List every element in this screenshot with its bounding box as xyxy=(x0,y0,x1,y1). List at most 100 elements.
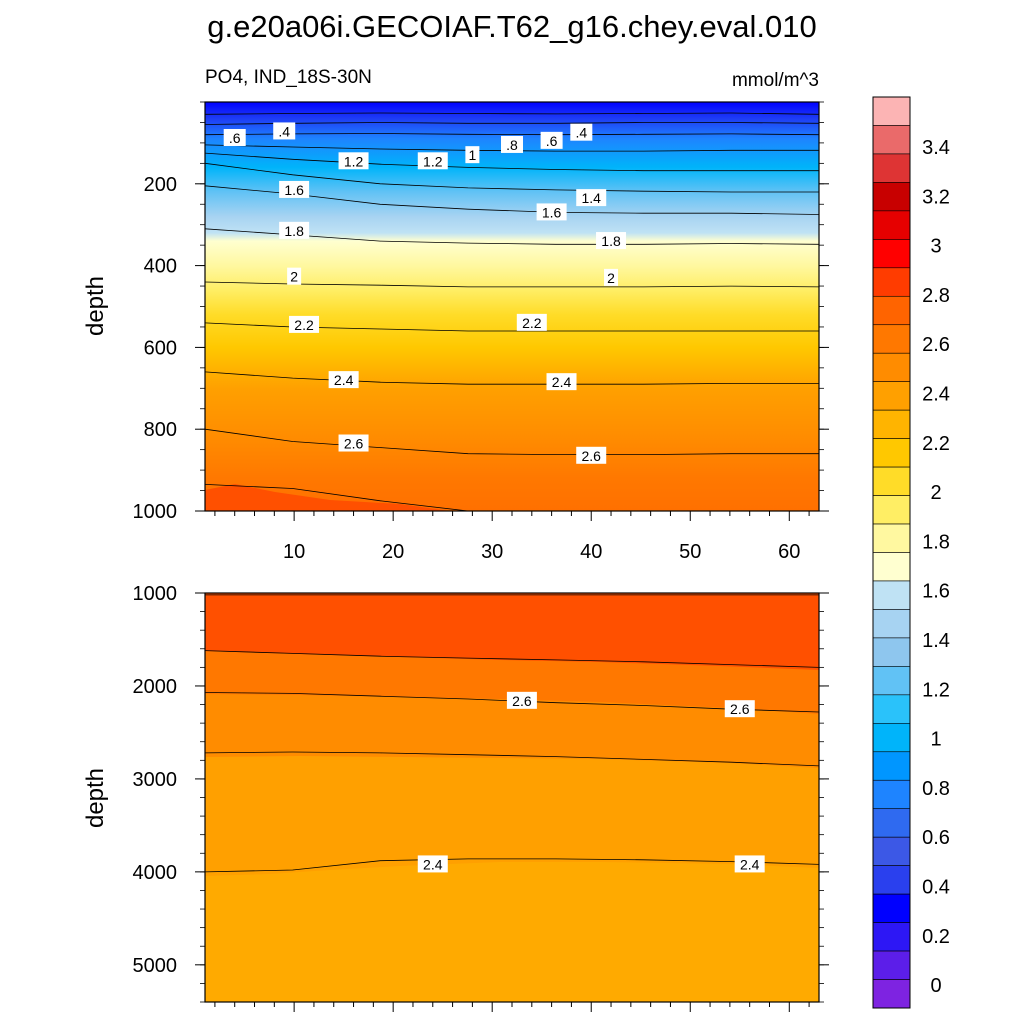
colorbar-box xyxy=(872,381,911,411)
contour-label-box xyxy=(289,315,320,333)
y-tick-label: 400 xyxy=(144,256,177,278)
colorbar-tick-label: 2.4 xyxy=(922,384,950,406)
variable-label: PO4, IND_18S-30N xyxy=(205,67,372,88)
contour-label: 2.4 xyxy=(740,856,760,872)
colorbar-tick-label: 3.2 xyxy=(922,186,950,208)
colorbar-box xyxy=(872,950,911,980)
contour-label: 2.6 xyxy=(730,701,750,717)
bottom-band-2-8 xyxy=(205,593,819,670)
x-tick-label: 60 xyxy=(778,541,800,563)
contour-line-2 xyxy=(205,281,819,288)
contour-line-2.6 xyxy=(205,428,819,456)
colorbar-tick-label: 0.8 xyxy=(922,778,950,800)
y-tick-label: 200 xyxy=(144,174,177,196)
contour-line-2.6 xyxy=(205,650,819,668)
colorbar-box xyxy=(872,609,911,639)
contour-label: .6 xyxy=(229,130,241,146)
contour-label: 1.8 xyxy=(601,233,621,249)
top-y-axis: 200 400 600 800 1000 xyxy=(133,101,829,523)
colorbar-box xyxy=(872,666,911,696)
units-label: mmol/m^3 xyxy=(732,70,819,91)
colorbar-tick-label: 2.2 xyxy=(922,433,950,455)
top-field xyxy=(205,102,819,511)
colorbar-box xyxy=(872,836,911,866)
contour-label: 2.2 xyxy=(294,317,314,333)
colorbar-tick-label: 2 xyxy=(930,482,941,504)
contour-line-2.8 xyxy=(205,484,819,511)
bottom-ylabel: depth xyxy=(82,768,109,828)
colorbar-box xyxy=(872,893,911,923)
colorbar-box xyxy=(872,495,911,525)
colorbar-box xyxy=(872,324,911,354)
contour-label: 2 xyxy=(290,269,298,285)
colorbar-box xyxy=(872,723,911,753)
x-tick-label: 50 xyxy=(679,541,701,563)
contour-line-1.2 xyxy=(205,152,819,172)
colorbar-box xyxy=(872,865,911,895)
colorbar-box xyxy=(872,153,911,183)
contour-label: 2.6 xyxy=(344,436,364,452)
colorbar-tick-label: 2.6 xyxy=(922,334,950,356)
contour-line-0.6 xyxy=(205,122,819,125)
contour-label: 2.4 xyxy=(423,856,443,872)
contour-label-box xyxy=(279,180,310,198)
colorbar-box xyxy=(872,182,911,212)
colorbar-box xyxy=(872,808,911,838)
y-tick-label: 1000 xyxy=(133,501,178,523)
top-deep-region xyxy=(205,484,450,511)
x-tick-label: 30 xyxy=(481,541,503,563)
contour-label-box xyxy=(223,128,246,146)
contour-line-1.4 xyxy=(205,162,819,193)
contour-label-box xyxy=(279,221,310,239)
contour-label-box xyxy=(417,855,448,873)
contour-label: 2.2 xyxy=(522,315,542,331)
x-tick-label: 40 xyxy=(580,541,602,563)
contour-label: .6 xyxy=(546,133,558,149)
colorbar-tick-label: 1.2 xyxy=(922,679,950,701)
contour-label-box xyxy=(536,203,567,221)
y-tick-label: 1000 xyxy=(133,583,178,605)
bottom-panel: 2.6 2.6 2.4 2.4 1000 2000 3000 4000 5000 depth xyxy=(82,583,829,1012)
colorbar-tick-label: 0.4 xyxy=(922,877,950,899)
colorbar-tick-label: 2.8 xyxy=(922,285,950,307)
colorbar-box xyxy=(872,580,911,610)
contour-label: 1.6 xyxy=(542,204,562,220)
colorbar-box xyxy=(872,409,911,439)
colorbar-box xyxy=(872,210,911,240)
top-x-axis: 10 20 30 40 50 60 xyxy=(214,511,810,563)
contour-label-box xyxy=(328,371,359,389)
contour-label-box xyxy=(501,135,523,153)
contour-label: .4 xyxy=(575,125,587,141)
colorbar-box xyxy=(872,779,911,810)
colorbar-frame xyxy=(872,96,911,1009)
contour-line-2.4 xyxy=(205,751,819,767)
colorbar-tick-label: 1 xyxy=(930,729,941,751)
contour-label-box xyxy=(734,855,765,873)
bottom-y-axis: 1000 2000 3000 4000 5000 xyxy=(133,583,829,1003)
colorbar-box xyxy=(872,979,911,1009)
colorbar-tick-label: 1.4 xyxy=(922,630,950,652)
contour-label-box xyxy=(506,691,537,709)
contour-label: .8 xyxy=(506,137,518,153)
contour-label: 2.4 xyxy=(334,372,354,388)
contour-label-box xyxy=(338,434,369,452)
contour-label-box xyxy=(540,131,563,149)
colorbar-box xyxy=(872,295,911,326)
contour-label-box xyxy=(724,700,755,718)
contour-label: 2.6 xyxy=(512,693,532,709)
contour-line-0.8 xyxy=(205,133,819,136)
contour-label-box xyxy=(570,123,593,141)
x-tick-label: 20 xyxy=(382,541,404,563)
colorbar-box xyxy=(872,96,911,126)
contour-label-box xyxy=(287,267,302,285)
top-ylabel: depth xyxy=(82,276,109,336)
contour-line-0.4 xyxy=(205,112,819,115)
contour-label-box xyxy=(273,122,296,140)
colorbar-tick-label: 0.2 xyxy=(922,926,950,948)
y-tick-label: 3000 xyxy=(133,769,178,791)
top-panel: PO4, IND_18S-30N mmol/m^3 .6.41.2 1.2 1.8.… xyxy=(82,67,829,563)
contour-label: 1 xyxy=(468,147,476,163)
contour-label: .4 xyxy=(278,123,290,139)
y-tick-label: 5000 xyxy=(133,955,178,977)
contour-line-2.4 xyxy=(205,371,819,385)
